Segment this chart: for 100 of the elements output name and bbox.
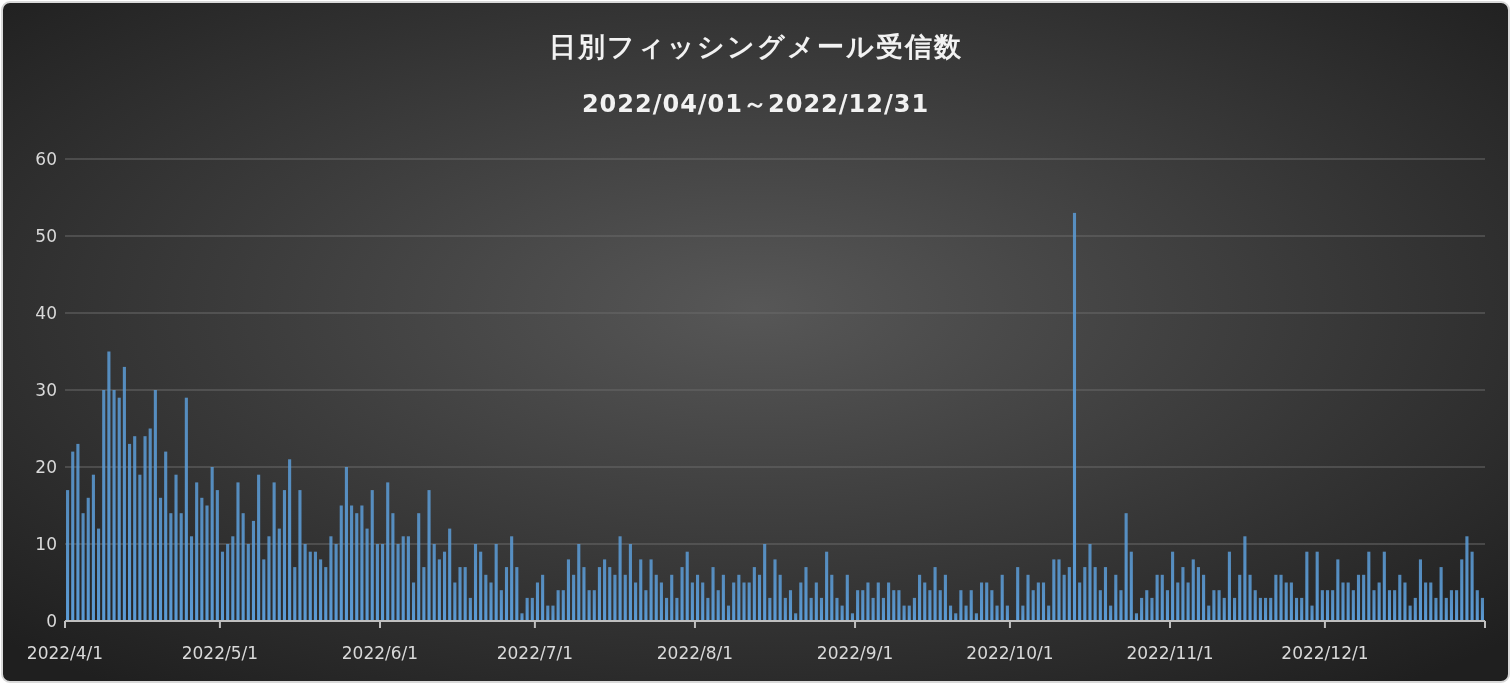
bar (1124, 513, 1128, 621)
bar (1444, 597, 1448, 621)
bar (122, 366, 126, 621)
bar (861, 590, 865, 621)
bar (535, 582, 540, 621)
bar (102, 390, 106, 621)
bar (706, 597, 710, 621)
bar (814, 582, 818, 621)
x-tick-label: 2022/5/1 (181, 643, 259, 663)
bar (350, 505, 354, 621)
bar (128, 443, 132, 621)
bar (1098, 590, 1102, 621)
bar (313, 551, 317, 621)
bar (236, 482, 240, 621)
bar (277, 528, 281, 621)
chart-subtitle: 2022/04/01～2022/12/31 (581, 90, 930, 118)
y-tick-label: 30 (35, 380, 57, 400)
bar (1320, 590, 1324, 621)
bar (742, 582, 746, 621)
bar (566, 559, 570, 621)
bar (608, 567, 612, 621)
bar (1315, 551, 1319, 621)
bar (153, 390, 157, 621)
bar (809, 597, 813, 621)
bar (1279, 574, 1283, 621)
bar (251, 520, 256, 621)
bar (1382, 551, 1386, 621)
bar (365, 528, 369, 621)
bar (1305, 551, 1309, 621)
bar (174, 474, 178, 621)
bar (1150, 597, 1154, 621)
bar (1424, 582, 1428, 621)
bar (510, 536, 514, 621)
bar (1114, 574, 1118, 621)
bar (1356, 574, 1361, 621)
y-tick-label: 60 (35, 149, 57, 169)
bar (427, 490, 431, 621)
bar (107, 351, 111, 621)
bar (752, 567, 756, 621)
bar (1036, 582, 1040, 621)
bar (1475, 590, 1479, 621)
bar (1165, 590, 1169, 621)
bar (1300, 597, 1304, 621)
bar (437, 559, 441, 621)
x-tick-label: 2022/7/1 (496, 643, 574, 663)
bar (422, 567, 426, 621)
bar (923, 582, 927, 621)
bar (97, 528, 101, 621)
x-tick-label: 2022/12/1 (1281, 643, 1369, 663)
bar (1269, 597, 1273, 621)
bar (66, 490, 70, 621)
bar (138, 474, 142, 621)
bar (257, 474, 261, 621)
bar (1398, 574, 1402, 621)
bar (1387, 590, 1392, 621)
bar (577, 544, 581, 621)
bar (86, 497, 90, 621)
bar (231, 536, 235, 621)
bar (1140, 597, 1144, 621)
bar (1222, 597, 1226, 621)
bar (1000, 574, 1004, 621)
bar (1248, 574, 1252, 621)
bar (499, 590, 503, 621)
bar (1243, 536, 1247, 621)
bar (324, 567, 328, 621)
bar (561, 590, 565, 621)
bar (912, 597, 916, 621)
bar (1377, 582, 1381, 621)
bar (1227, 551, 1231, 621)
bar (721, 574, 725, 621)
x-tick-label: 2022/11/1 (1126, 643, 1214, 663)
bar (675, 597, 679, 621)
bar (468, 597, 472, 621)
bar (262, 559, 266, 621)
bar (1093, 567, 1097, 621)
bar (386, 482, 390, 621)
bar (1186, 582, 1190, 621)
bar (1434, 597, 1438, 621)
bar (582, 567, 586, 621)
bar (1310, 605, 1314, 621)
bar (1016, 567, 1020, 621)
bar (778, 574, 782, 621)
bar (484, 574, 488, 621)
bar (334, 544, 338, 621)
bar (1119, 590, 1123, 621)
bar (551, 605, 555, 621)
bar (572, 574, 576, 621)
bar (133, 436, 137, 621)
bar (881, 597, 885, 621)
bar (871, 597, 875, 621)
bar (76, 443, 80, 621)
bar (685, 551, 689, 621)
bar (830, 574, 834, 621)
bar (226, 544, 230, 621)
bar (319, 559, 323, 621)
x-tick-label: 2022/10/1 (966, 643, 1054, 663)
bar (298, 490, 302, 621)
bar (169, 513, 173, 621)
y-tick-label: 0 (46, 611, 57, 631)
bar (303, 544, 307, 621)
